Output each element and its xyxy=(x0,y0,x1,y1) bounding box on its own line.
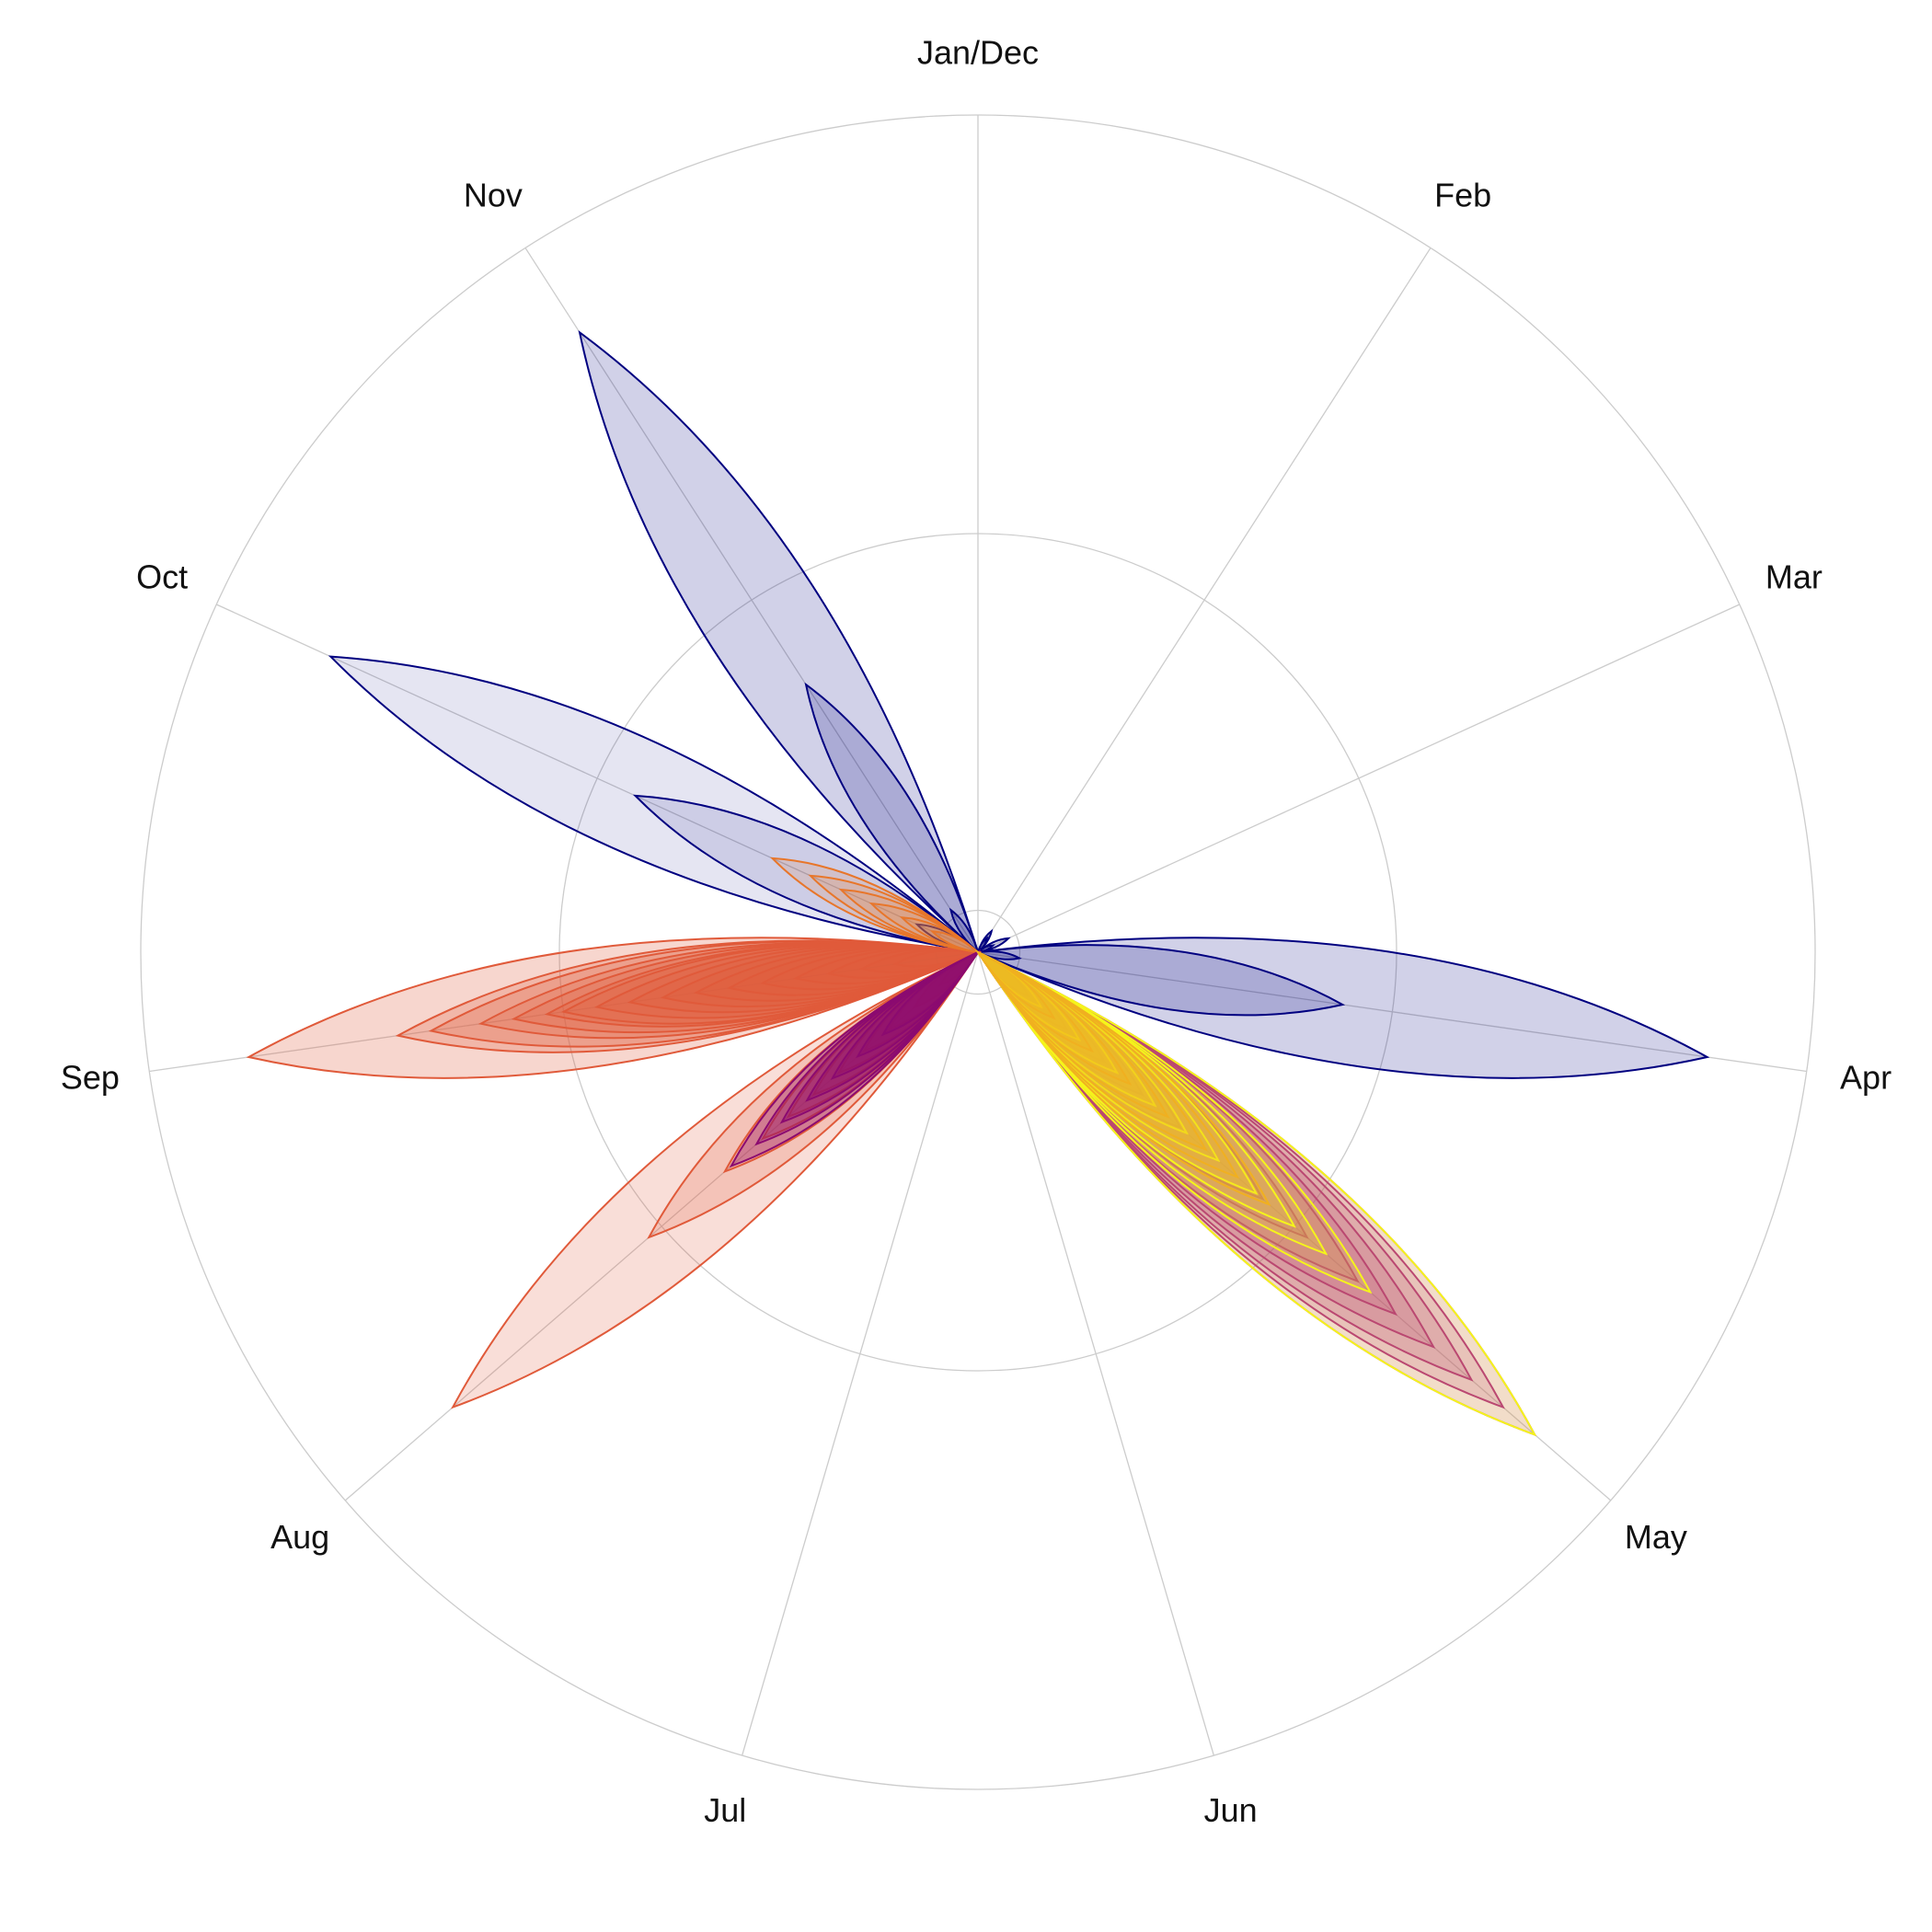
petal-mark xyxy=(975,949,1170,1119)
axis-label: May xyxy=(1625,1518,1687,1556)
petal-mark xyxy=(949,907,981,956)
axis-label: Nov xyxy=(464,176,523,213)
petal-mark xyxy=(328,655,982,954)
petal-mark xyxy=(892,949,982,968)
axis-label: Feb xyxy=(1434,176,1491,213)
axis-label: Jul xyxy=(704,1791,746,1829)
petal-mark xyxy=(838,888,982,954)
petal-mark xyxy=(880,949,981,1037)
petal-mark xyxy=(859,949,982,973)
petal-mark xyxy=(856,949,981,1059)
petal-mark xyxy=(754,949,981,1146)
grid-spoke xyxy=(977,247,1432,953)
petal-mark xyxy=(560,943,982,1025)
petal-mark xyxy=(729,949,981,1168)
petal-mark xyxy=(974,937,1710,1079)
petal-mark xyxy=(451,949,981,1409)
petal-mark xyxy=(511,941,982,1034)
axis-label: Apr xyxy=(1840,1058,1892,1096)
petal-mark xyxy=(975,949,1373,1294)
petal-mark xyxy=(975,949,1474,1382)
petal-mark xyxy=(899,916,982,954)
grid-spoke xyxy=(344,951,979,1501)
petal-mark xyxy=(627,944,982,1014)
petal-mark xyxy=(975,949,1240,1179)
petal-mark xyxy=(593,943,982,1019)
petal-mark xyxy=(868,902,982,954)
petal-mark xyxy=(975,949,1271,1206)
grid-spoke xyxy=(524,247,979,953)
petal-mark xyxy=(693,945,982,1002)
petal-mark xyxy=(974,944,996,954)
petal-mark xyxy=(726,946,982,996)
petal-mark xyxy=(805,949,981,1102)
petal-mark xyxy=(578,329,981,956)
petal-mark xyxy=(632,794,982,954)
petal-mark xyxy=(975,949,1056,1020)
petal-mark xyxy=(826,948,982,979)
petal-mark xyxy=(929,930,982,954)
petal-mark xyxy=(974,950,1022,960)
axis-label: Mar xyxy=(1765,558,1823,595)
grid-spoke xyxy=(977,951,1807,1073)
axis-label: Sep xyxy=(61,1058,120,1096)
petal-mark xyxy=(975,949,1297,1228)
grid-spoke xyxy=(977,951,1215,1756)
petal-mark xyxy=(830,949,981,1080)
grid-spoke xyxy=(215,604,979,953)
petal-mark xyxy=(808,874,982,954)
petal-mark xyxy=(804,682,981,956)
petal-mark xyxy=(769,857,982,954)
petal-mark xyxy=(760,947,982,991)
axis-label: Jun xyxy=(1204,1791,1258,1829)
axis-label: Aug xyxy=(270,1518,329,1556)
grid-spoke xyxy=(977,604,1741,953)
petal-mark xyxy=(975,949,1094,1053)
axis-label: Jan/Dec xyxy=(917,34,1039,72)
axis-label: Oct xyxy=(136,558,188,595)
petal-layer xyxy=(246,329,1710,1437)
label-layer: Jan/Dec Feb Mar Apr May Jun Jul Aug Sep Oct Nov xyxy=(61,34,1892,1830)
petal-mark xyxy=(477,941,982,1040)
grid-spoke xyxy=(741,951,979,1756)
petal-mark xyxy=(793,948,982,985)
petal-mark xyxy=(974,944,1346,1017)
